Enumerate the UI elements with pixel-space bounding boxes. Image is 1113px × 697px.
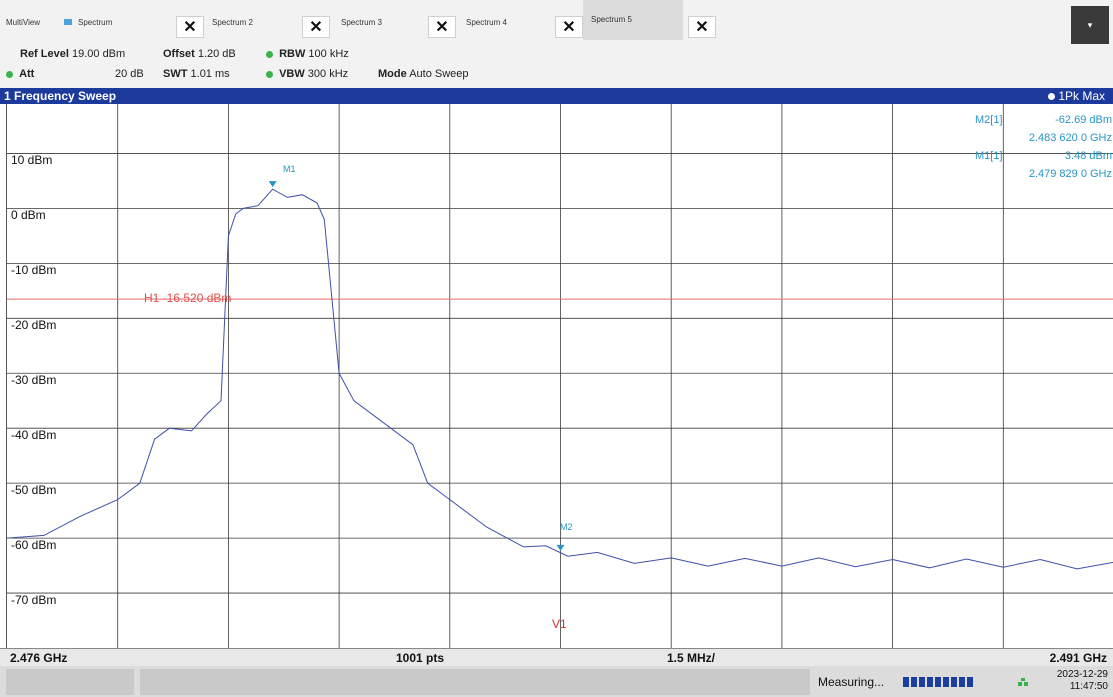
close-tab-spectrum-button[interactable]: ✕ <box>176 16 204 38</box>
date-time: 2023-12-29 11:47:50 <box>1040 669 1108 693</box>
y-tick-label: -70 dBm <box>11 593 57 607</box>
overflow-menu-button[interactable]: ▾ <box>1071 6 1109 44</box>
marker-m2-label: M2[1] <box>975 114 1003 126</box>
sweep-points: 1001 pts <box>396 651 445 665</box>
span-per-division: 1.5 MHz/ <box>667 651 716 665</box>
spectrum-plot[interactable]: 10 dBm 0 dBm -10 dBm -20 dBm -30 dBm -40… <box>6 104 1113 648</box>
measuring-status: Measuring... <box>818 675 885 689</box>
tab-bar: MultiView Spectrum ✕ Spectrum 2 ✕ Spectr… <box>0 0 1113 44</box>
close-icon: ✕ <box>562 19 576 36</box>
parameter-panel: Ref Level 19.00 dBm Offset 1.20 dB RBW 1… <box>0 44 1113 88</box>
swt-label: SWT <box>163 68 188 80</box>
marker-m1-icon <box>268 181 277 188</box>
mode-value: Auto Sweep <box>409 68 469 80</box>
y-tick-label: -20 dBm <box>11 318 57 332</box>
window-header: 1 Frequency Sweep 1Pk Max <box>0 88 1113 104</box>
y-tick-label: -10 dBm <box>11 263 57 277</box>
marker-m2-tag[interactable]: M2 <box>560 522 573 532</box>
measurement-progress <box>903 677 973 687</box>
tab-spectrum-5-label: Spectrum 5 <box>591 14 632 24</box>
marker-m1-frequency: 2.479 829 0 GHz <box>1028 168 1112 180</box>
offset[interactable]: Offset 1.20 dB <box>163 48 236 60</box>
close-tab-spectrum-5-button[interactable]: ✕ <box>688 16 716 38</box>
vbw-coupled-icon <box>266 70 273 78</box>
tab-spectrum-3[interactable]: Spectrum 3 <box>335 0 425 44</box>
rbw-value: 100 kHz <box>308 48 349 60</box>
close-tab-spectrum-2-button[interactable]: ✕ <box>302 16 330 38</box>
close-icon: ✕ <box>695 19 709 36</box>
date: 2023-12-29 <box>1056 669 1108 680</box>
vbw-value: 300 kHz <box>307 68 349 80</box>
rbw[interactable]: RBW 100 kHz <box>266 48 349 60</box>
spectrum-tab-indicator-icon <box>64 19 72 25</box>
att-value: 20 dB <box>115 68 144 80</box>
spectrum-chart[interactable] <box>7 104 1113 648</box>
status-bar: Measuring... 2023-12-29 11:47:50 <box>0 666 1113 697</box>
window-title: 1 Frequency Sweep <box>4 89 117 103</box>
h1-line-label: H1 -16.520 dBm <box>144 291 232 305</box>
mode-label: Mode <box>378 68 407 80</box>
close-tab-spectrum-4-button[interactable]: ✕ <box>555 16 583 38</box>
swt-value: 1.01 ms <box>190 68 230 80</box>
marker-m2-level: -62.69 dBm <box>1055 114 1112 126</box>
close-icon: ✕ <box>309 19 323 36</box>
tab-spectrum-5[interactable] <box>583 0 683 40</box>
stop-frequency: 2.491 GHz <box>1049 651 1107 665</box>
att-label: Att <box>19 68 35 80</box>
tab-spectrum-5-text: Spectrum 5 <box>591 0 671 38</box>
close-tab-spectrum-3-button[interactable]: ✕ <box>428 16 456 38</box>
trace-mode: 1Pk Max <box>1058 89 1105 103</box>
trace-info: 1Pk Max <box>1048 89 1105 103</box>
y-tick-label: -40 dBm <box>11 428 57 442</box>
marker-m1-tag[interactable]: M1 <box>283 164 296 174</box>
status-segment <box>6 669 134 695</box>
rbw-coupled-icon <box>266 50 273 58</box>
trace-indicator-icon <box>1048 93 1056 101</box>
offset-label: Offset <box>163 48 195 60</box>
marker-m2-frequency: 2.483 620 0 GHz <box>1028 132 1112 144</box>
start-frequency: 2.476 GHz <box>10 651 68 665</box>
swt[interactable]: SWT 1.01 ms <box>163 68 230 80</box>
tab-multiview[interactable]: MultiView <box>0 0 80 44</box>
y-tick-label: -30 dBm <box>11 373 57 387</box>
att[interactable]: Att <box>6 68 34 80</box>
sweep-mode[interactable]: Mode Auto Sweep <box>378 68 469 80</box>
vbw[interactable]: VBW 300 kHz <box>266 68 348 80</box>
y-tick-label: -60 dBm <box>11 538 57 552</box>
tab-spectrum-2[interactable]: Spectrum 2 <box>206 0 296 44</box>
y-tick-label: 0 dBm <box>11 208 46 222</box>
x-axis-footer: 2.476 GHz 1001 pts 1.5 MHz/ 2.491 GHz <box>0 648 1113 667</box>
tab-spectrum-4-label: Spectrum 4 <box>466 17 507 27</box>
network-icon <box>1018 678 1028 686</box>
marker-m1-label: M1[1] <box>975 150 1003 162</box>
chevron-down-icon: ▾ <box>1087 19 1093 30</box>
status-segment <box>140 669 810 695</box>
close-icon: ✕ <box>183 19 197 36</box>
vbw-label: VBW <box>279 68 305 80</box>
spectrum-trace-line <box>7 188 1113 570</box>
ref-level[interactable]: Ref Level 19.00 dBm <box>20 48 125 60</box>
att-coupled-icon <box>6 70 13 78</box>
ref-level-value: 19.00 dBm <box>71 48 126 60</box>
tab-spectrum-4[interactable]: Spectrum 4 <box>460 0 550 44</box>
offset-value: 1.20 dB <box>197 48 236 60</box>
tab-spectrum[interactable]: Spectrum <box>64 0 164 44</box>
y-tick-label: 10 dBm <box>11 153 53 167</box>
tab-spectrum-3-label: Spectrum 3 <box>341 17 382 27</box>
tab-spectrum-2-label: Spectrum 2 <box>212 17 253 27</box>
marker-m1-level: 3.48 dBm <box>1064 150 1112 162</box>
close-icon: ✕ <box>435 19 449 36</box>
ref-level-label: Ref Level <box>20 48 69 60</box>
tab-multiview-label: MultiView <box>6 17 41 27</box>
time: 11:47:50 <box>1069 681 1108 692</box>
v1-line-label: V1 <box>552 617 567 631</box>
y-tick-label: -50 dBm <box>11 483 57 497</box>
rbw-label: RBW <box>279 48 306 60</box>
tab-spectrum-label: Spectrum <box>78 17 113 27</box>
marker-m2-icon <box>556 544 565 551</box>
